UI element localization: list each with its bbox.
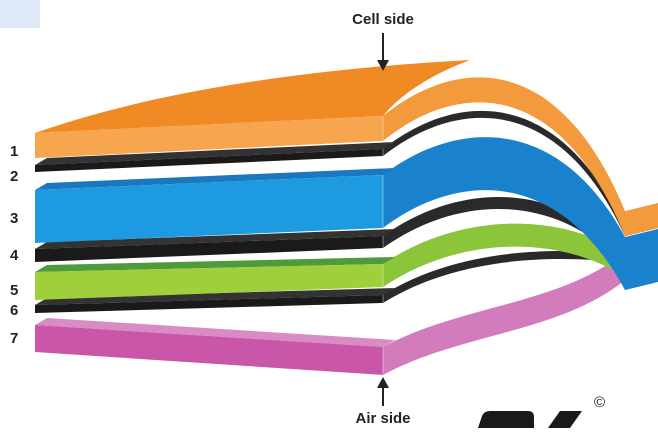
- logo: [478, 411, 582, 428]
- logo-symbol: ©: [594, 394, 605, 411]
- layer-band: [383, 247, 658, 303]
- top-label: Cell side: [352, 11, 414, 28]
- layer-band: [383, 137, 658, 290]
- layer-number: 1: [10, 143, 18, 160]
- layer-top: [35, 229, 395, 249]
- layer-top: [35, 142, 395, 165]
- layer-number: 2: [10, 168, 18, 185]
- layer-band: [383, 223, 658, 287]
- layer-top: [35, 168, 395, 190]
- layer-number: 7: [10, 330, 18, 347]
- layer-number: 3: [10, 210, 18, 227]
- layer-front: [35, 175, 383, 243]
- layer-front: [35, 325, 383, 375]
- layer-top: [35, 318, 395, 347]
- arrow-head: [377, 377, 389, 388]
- layer-top: [35, 288, 395, 305]
- layer-number: 4: [10, 247, 19, 264]
- corner-tab: [0, 0, 40, 28]
- layer-number: 6: [10, 302, 18, 319]
- bottom-label: Air side: [355, 410, 410, 427]
- layer-band: [383, 244, 658, 375]
- layer-front: [35, 295, 383, 313]
- layer-front: [35, 236, 383, 262]
- layer-number: 5: [10, 282, 18, 299]
- layers: [35, 60, 658, 375]
- layer-front: [35, 116, 383, 158]
- layer-front: [35, 264, 383, 300]
- layer-top: [35, 60, 470, 133]
- layer-front: [35, 149, 383, 172]
- layer-top: [35, 257, 395, 272]
- arrow-head: [377, 60, 389, 71]
- layer-band: [383, 77, 658, 236]
- layer-band: [383, 196, 658, 268]
